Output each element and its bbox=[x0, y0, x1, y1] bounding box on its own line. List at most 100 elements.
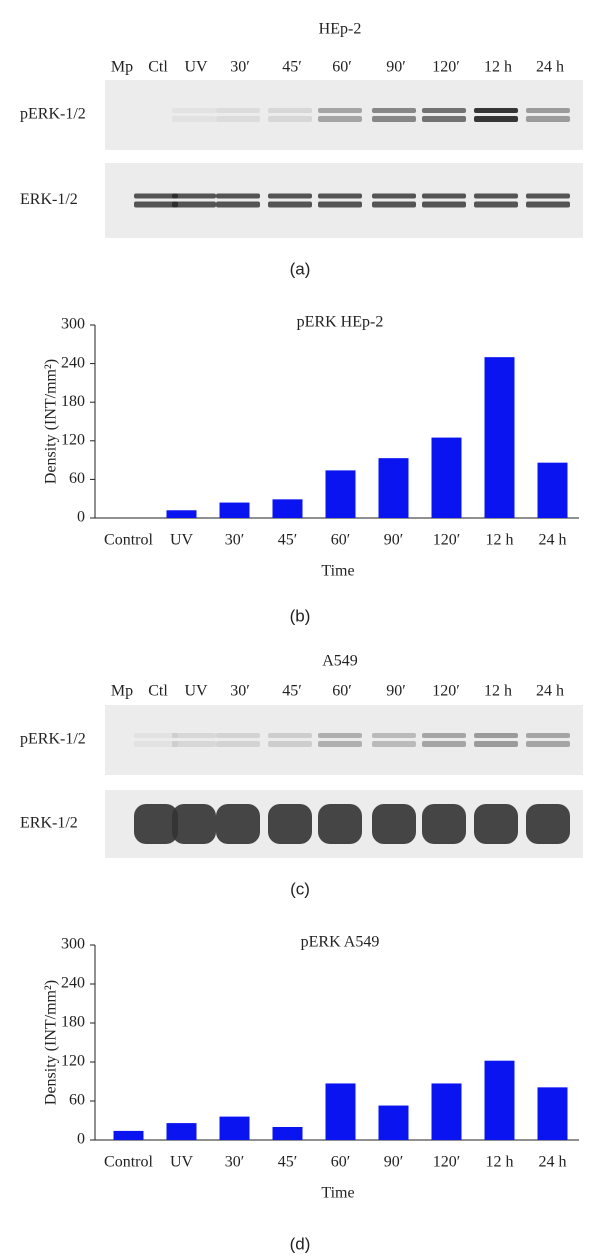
caption: (c) bbox=[290, 879, 310, 898]
band bbox=[474, 733, 518, 738]
bar bbox=[431, 1083, 462, 1140]
band bbox=[172, 116, 216, 122]
lane-label: Ctl bbox=[148, 59, 168, 76]
bar bbox=[166, 1123, 197, 1140]
band bbox=[216, 201, 260, 208]
y-tick-label: 60 bbox=[69, 1092, 85, 1109]
band bbox=[318, 201, 362, 208]
y-axis-label: Density (INT/mm²) bbox=[43, 359, 60, 484]
band bbox=[172, 201, 216, 208]
y-tick-label: 180 bbox=[61, 393, 85, 410]
band bbox=[216, 733, 260, 738]
band bbox=[268, 116, 312, 122]
band bbox=[134, 733, 178, 738]
band bbox=[318, 733, 362, 738]
band bbox=[422, 193, 466, 199]
band bbox=[268, 201, 312, 208]
y-tick-label: 300 bbox=[61, 316, 85, 333]
row-label: pERK-1/2 bbox=[20, 731, 86, 748]
x-tick-label: UV bbox=[170, 1154, 194, 1171]
band bbox=[268, 741, 312, 747]
blot-membrane bbox=[105, 163, 583, 238]
band bbox=[422, 108, 466, 113]
bar bbox=[325, 1083, 356, 1140]
lane-label: Mp bbox=[111, 683, 133, 700]
lane-label: 24 h bbox=[536, 683, 564, 700]
y-tick-label: 120 bbox=[61, 1053, 85, 1070]
band bbox=[372, 804, 416, 844]
lane-label: 120′ bbox=[432, 683, 460, 700]
lane-label: 60′ bbox=[332, 683, 352, 700]
lane-label: 60′ bbox=[332, 59, 352, 76]
x-tick-label: 30′ bbox=[225, 1154, 245, 1171]
band bbox=[372, 108, 416, 113]
bar bbox=[537, 1087, 568, 1140]
bar bbox=[484, 1060, 515, 1140]
lane-label: 45′ bbox=[282, 59, 302, 76]
band bbox=[372, 193, 416, 199]
bar bbox=[537, 462, 568, 518]
bar bbox=[219, 1116, 250, 1140]
blot-membrane bbox=[105, 705, 583, 775]
band bbox=[172, 733, 216, 738]
x-tick-label: 60′ bbox=[331, 532, 351, 549]
lane-label: Mp bbox=[111, 59, 133, 76]
x-tick-label: 90′ bbox=[384, 532, 404, 549]
band bbox=[422, 733, 466, 738]
band bbox=[372, 741, 416, 747]
band bbox=[172, 193, 216, 199]
band bbox=[474, 741, 518, 747]
x-axis-label: Time bbox=[321, 1185, 354, 1202]
bar bbox=[272, 1127, 303, 1140]
x-tick-label: 12 h bbox=[486, 1154, 514, 1171]
band bbox=[318, 116, 362, 122]
band bbox=[372, 201, 416, 208]
band bbox=[318, 193, 362, 199]
band bbox=[422, 741, 466, 747]
caption: (b) bbox=[290, 606, 311, 625]
x-tick-label: 30′ bbox=[225, 532, 245, 549]
band bbox=[172, 108, 216, 113]
x-tick-label: 45′ bbox=[278, 1154, 298, 1171]
y-tick-label: 120 bbox=[61, 431, 85, 448]
band bbox=[372, 116, 416, 122]
lane-label: 12 h bbox=[484, 683, 512, 700]
row-label: ERK-1/2 bbox=[20, 191, 78, 208]
band bbox=[318, 804, 362, 844]
band bbox=[268, 733, 312, 738]
band bbox=[134, 193, 178, 199]
x-tick-label: 120′ bbox=[433, 532, 461, 549]
x-tick-label: 60′ bbox=[331, 1154, 351, 1171]
band bbox=[134, 804, 178, 844]
band bbox=[216, 741, 260, 747]
band bbox=[422, 116, 466, 122]
band bbox=[526, 193, 570, 199]
x-axis-label: Time bbox=[321, 563, 354, 580]
band bbox=[526, 804, 570, 844]
bar bbox=[484, 357, 515, 518]
x-tick-label: 90′ bbox=[384, 1154, 404, 1171]
x-tick-label: Control bbox=[104, 1154, 153, 1171]
band bbox=[318, 741, 362, 747]
band bbox=[526, 733, 570, 738]
band bbox=[216, 804, 260, 844]
lane-label: 120′ bbox=[432, 59, 460, 76]
band bbox=[474, 108, 518, 113]
band bbox=[474, 201, 518, 208]
bar bbox=[113, 1130, 144, 1140]
bar bbox=[219, 502, 250, 518]
lane-label: 24 h bbox=[536, 59, 564, 76]
band bbox=[526, 741, 570, 747]
blot-title: A549 bbox=[322, 653, 358, 670]
y-tick-label: 240 bbox=[61, 975, 85, 992]
x-tick-label: 24 h bbox=[539, 532, 567, 549]
band bbox=[268, 108, 312, 113]
lane-label: 45′ bbox=[282, 683, 302, 700]
bar bbox=[325, 470, 356, 518]
band bbox=[268, 804, 312, 844]
lane-label: 30′ bbox=[230, 683, 250, 700]
y-tick-label: 0 bbox=[77, 1131, 85, 1148]
band bbox=[268, 193, 312, 199]
x-tick-label: 12 h bbox=[486, 532, 514, 549]
